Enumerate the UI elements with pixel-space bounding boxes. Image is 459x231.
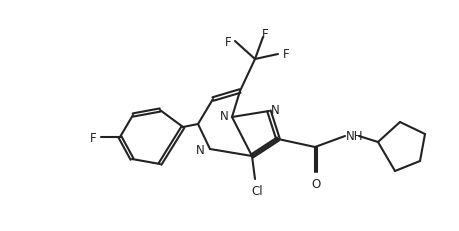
- Text: N: N: [270, 104, 279, 117]
- Text: N: N: [220, 110, 229, 123]
- Text: Cl: Cl: [251, 184, 262, 197]
- Text: O: O: [311, 177, 320, 190]
- Text: F: F: [261, 27, 268, 40]
- Text: N: N: [196, 143, 205, 156]
- Text: NH: NH: [345, 129, 363, 142]
- Text: F: F: [90, 131, 96, 144]
- Text: F: F: [282, 48, 289, 61]
- Text: F: F: [224, 35, 231, 48]
